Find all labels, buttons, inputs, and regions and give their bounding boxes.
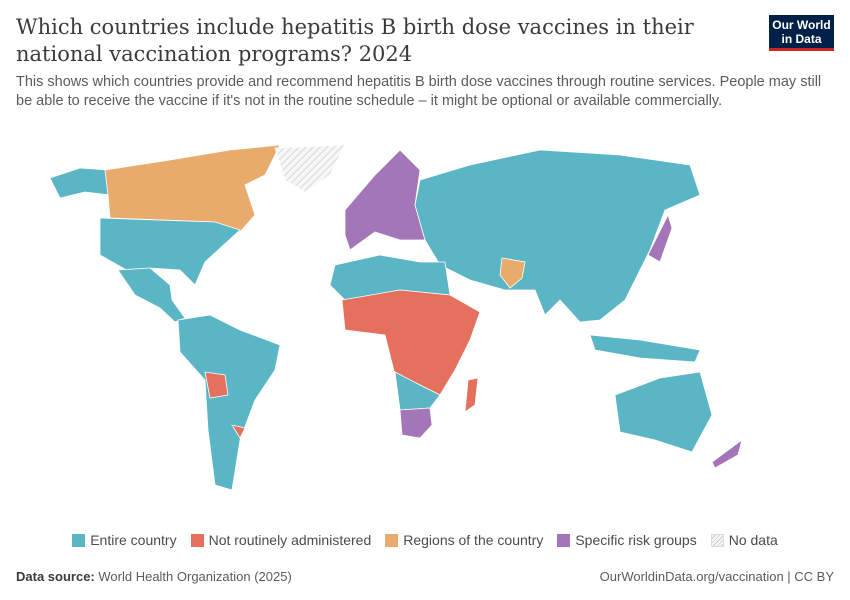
map-region-sub-saharan-africa[interactable]: Sub-Saharan Africa <box>341 289 481 396</box>
map-region-pakistan[interactable]: Pakistan <box>499 257 526 289</box>
legend-label: Not routinely administered <box>208 532 372 548</box>
owid-logo[interactable]: Our World in Data <box>769 15 834 51</box>
map-region-mexico-central-america[interactable]: Mexico & Central America <box>117 267 186 323</box>
map-region-united-states[interactable]: United States <box>99 217 241 286</box>
legend-swatch <box>72 533 86 547</box>
map-region-new-zealand[interactable]: New Zealand <box>711 439 743 469</box>
chart-title: Which countries include hepatitis B birt… <box>16 15 694 66</box>
legend-swatch <box>710 533 724 547</box>
legend-swatch <box>385 533 399 547</box>
map-region-south-america[interactable]: South America <box>177 314 281 491</box>
map-region-indonesia[interactable]: Indonesia <box>589 334 701 363</box>
legend-item-regions[interactable]: Regions of the country <box>385 532 543 548</box>
chart-subtitle: This shows which countries provide and r… <box>16 74 822 109</box>
legend-label: Entire country <box>90 532 177 548</box>
legend-item-entire[interactable]: Entire country <box>72 532 177 548</box>
legend-swatch <box>557 533 571 547</box>
legend: Entire country Not routinely administered… <box>0 532 850 548</box>
map-region-canada[interactable]: Canada <box>104 144 281 233</box>
source-label: Data source: <box>16 569 95 584</box>
map-region-uruguay[interactable]: Uruguay <box>231 424 246 439</box>
legend-item-risk[interactable]: Specific risk groups <box>557 532 697 548</box>
footer: Data source: World Health Organization (… <box>16 569 834 584</box>
map-region-alaska-united-states-[interactable]: Alaska (United States) <box>49 167 111 199</box>
data-source[interactable]: World Health Organization (2025) <box>98 569 292 584</box>
map-region-madagascar[interactable]: Madagascar <box>464 377 479 413</box>
world-map: Alaska (United States)CanadaUnited State… <box>49 144 743 491</box>
legend-label: No data <box>728 532 778 548</box>
legend-item-not[interactable]: Not routinely administered <box>190 532 372 548</box>
legend-label: Specific risk groups <box>575 532 697 548</box>
map-region-southern-central-africa[interactable]: Southern central Africa <box>394 371 441 411</box>
legend-item-nodata[interactable]: No data <box>710 532 778 548</box>
map-region-australia[interactable]: Australia <box>614 371 713 453</box>
credit-link[interactable]: OurWorldinData.org/vaccination | CC BY <box>599 569 834 584</box>
legend-label: Regions of the country <box>403 532 544 548</box>
legend-swatch <box>190 533 204 547</box>
map-region-south-africa[interactable]: South Africa <box>399 407 433 439</box>
map-region-western-europe[interactable]: Western Europe <box>344 149 426 251</box>
map-region-greenland[interactable]: Greenland <box>274 144 346 193</box>
map-region-bolivia[interactable]: Bolivia <box>204 371 229 399</box>
map-region-japan[interactable]: Japan <box>647 213 673 263</box>
